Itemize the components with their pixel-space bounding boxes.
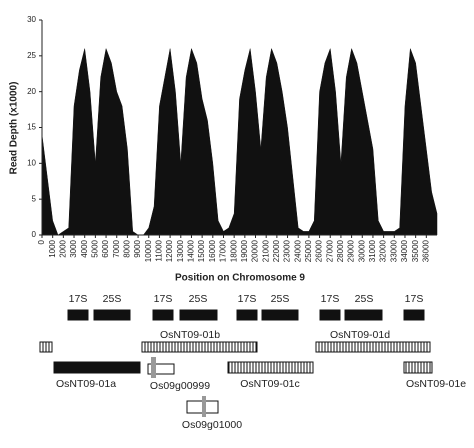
rrna-box (403, 309, 425, 321)
x-axis-label: Position on Chromosome 9 (175, 273, 305, 284)
x-tick-label: 3000 (69, 239, 78, 257)
x-tick-label: 25000 (304, 239, 313, 262)
gene-box (39, 341, 53, 353)
rrna-box (152, 309, 174, 321)
x-tick-label: 23000 (283, 239, 292, 262)
gene-box (403, 361, 433, 374)
x-tick-label: 34000 (400, 239, 409, 262)
x-tick-label: 13000 (176, 239, 185, 262)
x-tick-label: 10000 (144, 239, 153, 262)
x-tick-label: 1000 (48, 239, 57, 257)
x-tick-label: 6000 (101, 239, 110, 257)
gene-label: Os09g00999 (150, 380, 210, 392)
x-tick-label: 35000 (411, 239, 420, 262)
x-tick-label: 19000 (240, 239, 249, 262)
gene-box (227, 361, 314, 374)
gene-label: OsNT09-01e (406, 378, 466, 390)
rrna-label: 17S (238, 293, 257, 305)
rrna-label: 25S (189, 293, 208, 305)
gene-marker (151, 357, 156, 378)
x-tick-label: 4000 (80, 239, 89, 257)
gene-label: Os09g01000 (182, 419, 242, 431)
x-tick-label: 7000 (112, 239, 121, 257)
x-tick-label: 26000 (315, 239, 324, 262)
gene-label: OsNT09-01b (160, 329, 220, 341)
y-tick-label: 30 (27, 15, 36, 24)
rrna-box (236, 309, 258, 321)
y-tick-label: 0 (32, 230, 37, 239)
gene-label: OsNT09-01d (330, 329, 390, 341)
rrna-box (261, 309, 299, 321)
x-tick-label: 28000 (336, 239, 345, 262)
x-tick-label: 16000 (208, 239, 217, 262)
x-tick-label: 14000 (187, 239, 196, 262)
gene-box (147, 363, 175, 375)
x-tick-label: 30000 (357, 239, 366, 262)
gene-marker (202, 396, 206, 417)
gene-diagram (39, 309, 433, 417)
rrna-label: 25S (355, 293, 374, 305)
y-tick-label: 10 (27, 158, 36, 167)
y-tick-label: 15 (27, 123, 36, 132)
x-tick-label: 0 (37, 239, 46, 244)
gene-box (315, 341, 431, 353)
rrna-box (179, 309, 218, 321)
gene-label: OsNT09-01a (56, 378, 116, 390)
x-tick-label: 21000 (261, 239, 270, 262)
x-tick-label: 33000 (389, 239, 398, 262)
gene-label: OsNT09-01c (240, 378, 300, 390)
gene-box (53, 361, 141, 374)
x-tick-label: 24000 (293, 239, 302, 262)
x-tick-label: 15000 (197, 239, 206, 262)
rrna-label: 25S (103, 293, 122, 305)
rrna-box (93, 309, 131, 321)
x-tick-label: 36000 (421, 239, 430, 262)
y-tick-label: 5 (32, 194, 37, 203)
x-tick-label: 31000 (368, 239, 377, 262)
x-tick-label: 8000 (123, 239, 132, 257)
y-tick-label: 20 (27, 87, 36, 96)
rrna-label: 25S (271, 293, 290, 305)
rrna-box (67, 309, 89, 321)
x-tick-label: 2000 (58, 239, 67, 257)
x-tick-label: 18000 (229, 239, 238, 262)
x-tick-label: 32000 (379, 239, 388, 262)
x-tick-label: 22000 (272, 239, 281, 262)
x-tick-label: 9000 (133, 239, 142, 257)
rrna-label: 17S (405, 293, 424, 305)
x-tick-label: 12000 (165, 239, 174, 262)
rrna-box (319, 309, 341, 321)
y-tick-label: 25 (27, 51, 36, 60)
y-axis-label: Read Depth (x1000) (9, 82, 20, 175)
x-tick-label: 11000 (155, 239, 164, 261)
rrna-box (344, 309, 383, 321)
gene-box (141, 341, 258, 353)
rrna-label: 17S (321, 293, 340, 305)
x-tick-label: 20000 (251, 239, 260, 262)
x-tick-label: 29000 (347, 239, 356, 262)
read-depth-area (41, 47, 438, 236)
rrna-label: 17S (69, 293, 88, 305)
x-tick-label: 17000 (219, 239, 228, 262)
rrna-label: 17S (154, 293, 173, 305)
x-tick-label: 27000 (325, 239, 334, 262)
x-tick-label: 5000 (90, 239, 99, 257)
